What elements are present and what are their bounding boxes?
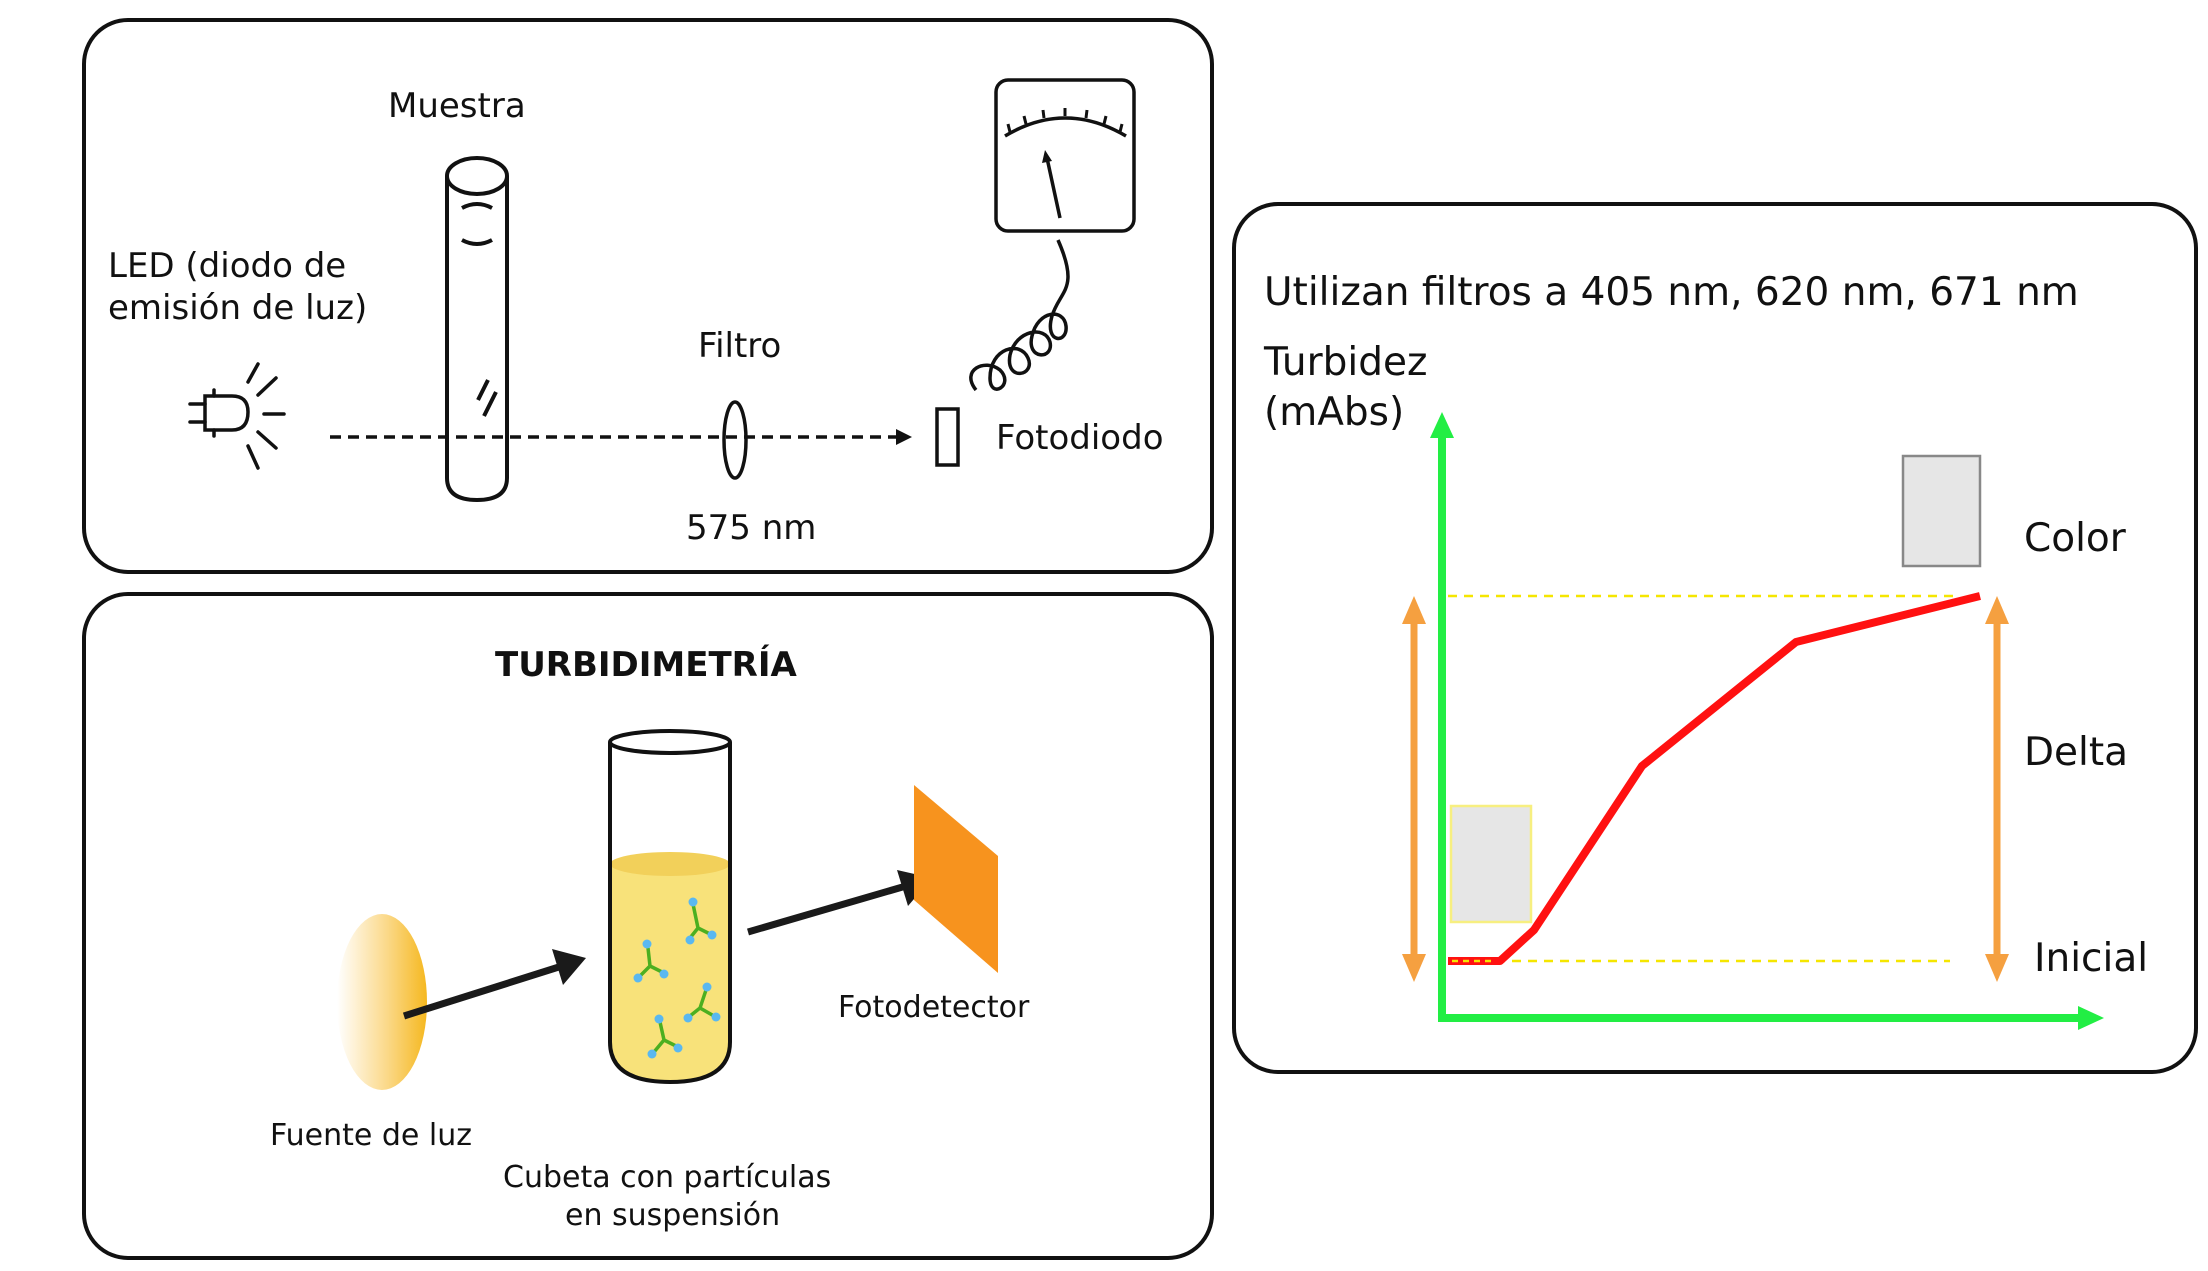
y-axis-label-line2: (mAbs) [1264,390,1405,435]
color-sample-box [1901,454,1982,568]
wire-coil [969,239,1070,392]
y-axis-label-line1: Turbidez [1264,340,1428,385]
photodiode-label: Fotodiodo [996,418,1164,458]
filter-label: Filtro [698,326,782,366]
led-label-line2: emisión de luz) [108,288,368,328]
initial-label: Inicial [2034,936,2149,981]
delta-label: Delta [2024,730,2129,775]
cuvette-label-line2: en suspensión [565,1198,781,1233]
transmitted-arrow [747,882,907,936]
meter-needle [1045,157,1062,219]
photodiode [935,407,960,467]
beam-arrowhead [896,429,912,445]
left-range-arrow [1402,596,1426,982]
delta-arrow [1985,596,2009,982]
color-label: Color [2024,516,2126,561]
photodetector [914,785,998,973]
initial-sample-box [1449,804,1533,924]
light-source-label: Fuente de luz [270,1118,472,1153]
led-icon [188,362,286,470]
meter [994,78,1136,233]
filters-note: Utilizan filtros a 405 nm, 620 nm, 671 n… [1264,270,2079,315]
turbidity-graph-panel [1232,202,2198,1074]
particles [638,903,715,1054]
turbidity-curve [1448,592,1981,965]
turbidimetry-title: TURBIDIMETRÍA [495,645,797,685]
led-label-line1: LED (diodo de [108,246,347,286]
incident-arrow [402,962,564,1020]
filter-lens [722,400,748,480]
cuvette-label-line1: Cubeta con partículas [503,1160,832,1195]
wavelength-label: 575 nm [686,508,817,548]
cuvette [608,729,732,1085]
sample-tube [445,156,509,503]
light-source [337,914,427,1090]
sample-label: Muestra [388,86,526,126]
photodetector-label: Fotodetector [838,990,1030,1025]
